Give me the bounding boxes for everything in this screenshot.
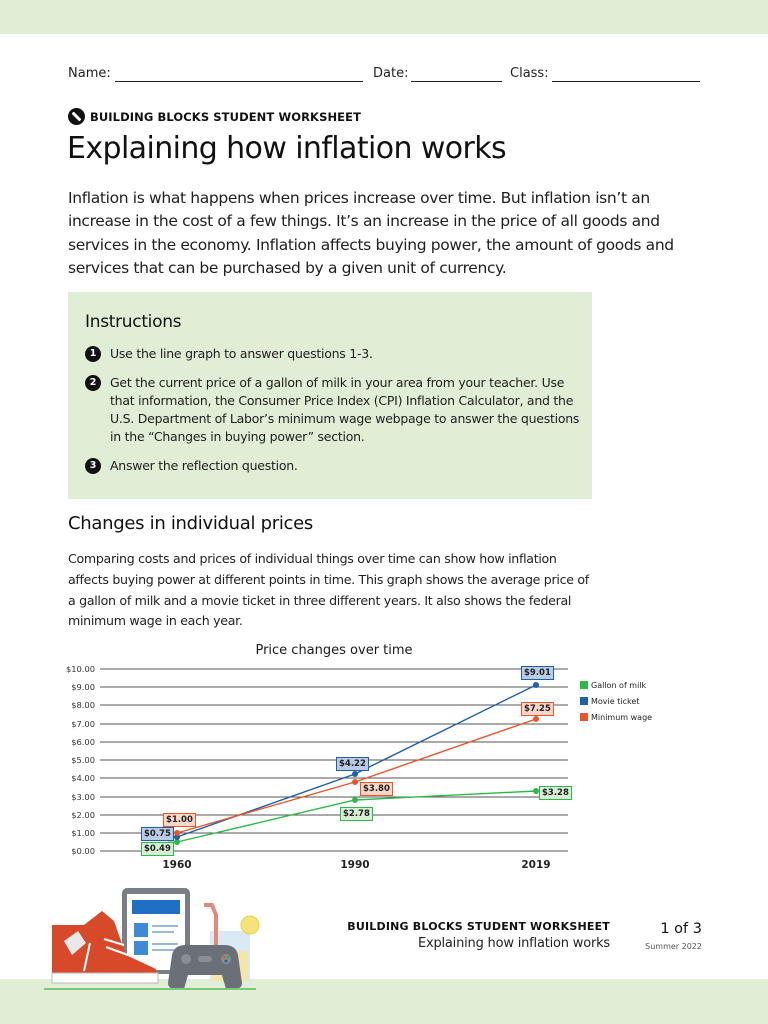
instructions-box: Instructions 1 Use the line graph to ans… — [68, 292, 592, 499]
section-paragraph: Comparing costs and prices of individual… — [68, 551, 589, 629]
data-label-milk-2019: $3.28 — [539, 786, 572, 800]
y-tick: $7.00 — [71, 719, 95, 729]
x-tick: 1990 — [340, 859, 370, 871]
instructions-list: 1 Use the line graph to answer questions… — [85, 345, 580, 486]
y-tick: $2.00 — [71, 810, 95, 820]
top-band — [0, 0, 768, 34]
instruction-item: 1 Use the line graph to answer questions… — [85, 345, 580, 363]
brand-header: BUILDING BLOCKS STUDENT WORKSHEET — [68, 108, 361, 125]
section-heading: Changes in individual prices — [68, 513, 313, 534]
y-tick: $5.00 — [71, 755, 95, 765]
step-number-icon: 2 — [85, 375, 101, 391]
data-label-milk-1990: $2.78 — [340, 807, 373, 821]
footer-subtitle: Explaining how inflation works — [417, 936, 610, 951]
edition-label: Summer 2022 — [645, 942, 702, 951]
legend-label: Gallon of milk — [591, 680, 647, 690]
instruction-text: Use the line graph to answer questions 1… — [110, 346, 373, 361]
instruction-item: 3 Answer the reflection question. — [85, 457, 580, 475]
legend-swatch-icon — [580, 697, 588, 705]
page-number: 1 of 3 — [660, 921, 702, 937]
name-field[interactable] — [115, 81, 363, 82]
data-label-wage-2019: $7.25 — [521, 702, 554, 716]
intro-paragraph: Inflation is what happens when prices in… — [68, 189, 674, 277]
y-tick: $0.00 — [71, 846, 95, 856]
data-label-movie-1960: $0.75 — [141, 827, 174, 841]
instruction-text: Answer the reflection question. — [110, 458, 298, 473]
step-number-icon: 3 — [85, 458, 101, 474]
instruction-item: 2 Get the current price of a gallon of m… — [85, 374, 580, 446]
y-tick: $8.00 — [71, 700, 95, 710]
legend-label: Movie ticket — [591, 696, 640, 706]
line-chart: Price changes over time $10.00 $9.00 — [0, 640, 768, 880]
data-label-wage-1990: $3.80 — [360, 782, 393, 796]
y-tick: $9.00 — [71, 682, 95, 692]
class-field[interactable] — [552, 81, 700, 82]
y-tick: $10.00 — [65, 664, 95, 674]
instructions-heading: Instructions — [85, 312, 182, 332]
data-label-movie-1990: $4.22 — [336, 757, 369, 771]
legend-item-movie: Movie ticket — [580, 693, 652, 709]
page-title: Explaining how inflation works — [67, 131, 507, 166]
sneaker-tablet-gamepad-drink-illustration — [44, 888, 260, 990]
legend-label: Minimum wage — [591, 712, 653, 722]
data-label-milk-1960: $0.49 — [141, 842, 174, 856]
step-number-icon: 1 — [85, 346, 101, 362]
legend-swatch-icon — [580, 713, 588, 721]
date-label: Date: — [373, 66, 409, 81]
footer-brand: BUILDING BLOCKS STUDENT WORKSHEET — [347, 920, 610, 933]
brand-label: BUILDING BLOCKS STUDENT WORKSHEET — [90, 109, 362, 124]
student-info-row: Name: Date: Class: — [68, 66, 700, 86]
chart-plot — [100, 668, 568, 852]
bottom-band — [0, 979, 768, 1024]
x-tick: 1960 — [162, 859, 192, 871]
name-label: Name: — [68, 66, 111, 81]
data-label-movie-2019: $9.01 — [521, 666, 554, 680]
data-label-wage-1960: $1.00 — [163, 813, 196, 827]
y-tick: $4.00 — [71, 773, 95, 783]
legend-item-wage: Minimum wage — [580, 709, 652, 725]
legend-swatch-icon — [580, 681, 588, 689]
date-field[interactable] — [411, 81, 502, 82]
y-tick: $6.00 — [71, 737, 95, 747]
chart-legend: Gallon of milk Movie ticket Minimum wage — [580, 677, 652, 725]
x-tick: 2019 — [521, 859, 551, 871]
legend-item-milk: Gallon of milk — [580, 677, 652, 693]
y-tick: $1.00 — [71, 828, 95, 838]
footer-titles: BUILDING BLOCKS STUDENT WORKSHEET Explai… — [320, 920, 610, 951]
y-tick: $3.00 — [71, 792, 95, 802]
class-label: Class: — [510, 66, 549, 81]
chart-title: Price changes over time — [255, 643, 413, 658]
instruction-text: Get the current price of a gallon of mil… — [110, 375, 580, 444]
pencil-badge-icon — [68, 108, 85, 125]
